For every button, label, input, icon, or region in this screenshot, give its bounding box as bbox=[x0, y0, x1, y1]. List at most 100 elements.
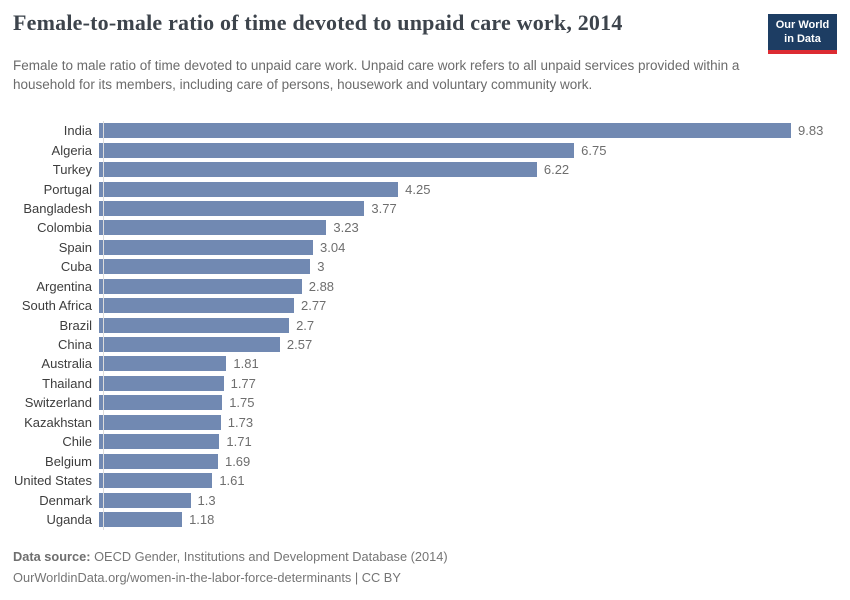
bar[interactable] bbox=[99, 200, 365, 216]
bar-area: 2.88 bbox=[98, 278, 837, 294]
bar-area: 2.77 bbox=[98, 298, 837, 314]
value-label: 1.71 bbox=[226, 434, 252, 450]
owid-logo-line2: in Data bbox=[784, 32, 821, 45]
bar[interactable] bbox=[99, 453, 218, 469]
country-label: Colombia bbox=[37, 220, 92, 236]
value-label: 3.23 bbox=[333, 220, 359, 236]
bar[interactable] bbox=[99, 375, 224, 391]
chart-row: Denmark 1.3 bbox=[13, 490, 837, 509]
bar[interactable] bbox=[99, 278, 302, 294]
bar-area: 4.25 bbox=[98, 181, 837, 197]
country-label: Australia bbox=[41, 356, 92, 372]
bar[interactable] bbox=[99, 473, 213, 489]
chart-row: Thailand 1.77 bbox=[13, 374, 837, 393]
value-label: 6.75 bbox=[581, 142, 607, 158]
bar[interactable] bbox=[99, 142, 575, 158]
bar[interactable] bbox=[99, 511, 183, 527]
bar-area: 1.71 bbox=[98, 434, 837, 450]
bar[interactable] bbox=[99, 337, 280, 353]
country-label: Thailand bbox=[42, 375, 92, 391]
data-source-text: OECD Gender, Institutions and Developmen… bbox=[90, 549, 448, 564]
value-label: 1.77 bbox=[230, 375, 256, 391]
chart-row: Bangladesh 3.77 bbox=[13, 199, 837, 218]
value-label: 1.69 bbox=[224, 453, 251, 469]
bar-area: 1.77 bbox=[98, 375, 837, 391]
value-label: 3 bbox=[317, 259, 325, 275]
bar-area: 6.22 bbox=[98, 162, 837, 178]
country-label: Switzerland bbox=[24, 395, 92, 411]
bar-area: 1.73 bbox=[98, 414, 837, 430]
country-label: Denmark bbox=[39, 492, 92, 508]
chart-row: India 9.83 bbox=[13, 121, 837, 140]
chart-row: South Africa 2.77 bbox=[13, 296, 837, 315]
chart-row: Spain 3.04 bbox=[13, 238, 837, 257]
bar-area: 1.61 bbox=[98, 473, 837, 489]
chart-row: Colombia 3.23 bbox=[13, 218, 837, 237]
bar[interactable] bbox=[99, 356, 227, 372]
chart-row: Switzerland 1.75 bbox=[13, 393, 837, 412]
bar-area: 9.83 bbox=[98, 123, 837, 139]
chart-row: China 2.57 bbox=[13, 335, 837, 354]
bar[interactable] bbox=[99, 414, 221, 430]
bar[interactable] bbox=[99, 395, 223, 411]
bar[interactable] bbox=[99, 162, 537, 178]
page-title: Female-to-male ratio of time devoted to … bbox=[13, 10, 623, 35]
bar-area: 2.7 bbox=[98, 317, 837, 333]
country-label: Algeria bbox=[51, 142, 92, 158]
country-label: Spain bbox=[58, 239, 92, 255]
chart-row: United States 1.61 bbox=[13, 471, 837, 490]
bar-area: 2.57 bbox=[98, 337, 837, 353]
value-label: 1.3 bbox=[197, 492, 216, 508]
chart-row: Australia 1.81 bbox=[13, 354, 837, 373]
bar[interactable] bbox=[99, 123, 791, 139]
bar[interactable] bbox=[99, 220, 327, 236]
value-label: 3.77 bbox=[371, 200, 397, 216]
chart-footer: Data source: OECD Gender, Institutions a… bbox=[13, 547, 813, 588]
country-label: United States bbox=[13, 473, 92, 489]
value-label: 3.04 bbox=[320, 239, 346, 255]
bar-area: 6.75 bbox=[98, 142, 837, 158]
y-axis-line bbox=[103, 121, 104, 530]
bar[interactable] bbox=[99, 259, 311, 275]
chart-row: Chile 1.71 bbox=[13, 432, 837, 451]
data-source-label: Data source: bbox=[13, 549, 91, 564]
bar[interactable] bbox=[99, 492, 191, 508]
value-label: 2.7 bbox=[296, 317, 315, 333]
bar[interactable] bbox=[99, 317, 290, 333]
country-label: Turkey bbox=[52, 162, 92, 178]
data-source-line: Data source: OECD Gender, Institutions a… bbox=[13, 547, 813, 568]
value-label: 9.83 bbox=[798, 123, 824, 139]
chart-row: Cuba 3 bbox=[13, 257, 837, 276]
bar[interactable] bbox=[99, 181, 399, 197]
country-label: China bbox=[58, 337, 92, 353]
country-label: Cuba bbox=[60, 259, 92, 275]
bar[interactable] bbox=[99, 434, 220, 450]
country-label: South Africa bbox=[21, 298, 92, 314]
chart-row: Kazakhstan 1.73 bbox=[13, 413, 837, 432]
value-label: 6.22 bbox=[543, 162, 570, 178]
value-label: 2.77 bbox=[300, 298, 327, 314]
bar[interactable] bbox=[99, 239, 313, 255]
chart-row: Portugal 4.25 bbox=[13, 179, 837, 198]
country-label: Chile bbox=[62, 434, 92, 450]
bar-area: 3.77 bbox=[98, 200, 837, 216]
value-label: 4.25 bbox=[405, 181, 431, 197]
country-label: Portugal bbox=[43, 181, 92, 197]
chart-subtitle: Female to male ratio of time devoted to … bbox=[13, 58, 740, 92]
country-label: Argentina bbox=[36, 278, 92, 294]
attribution-link[interactable]: OurWorldinData.org/women-in-the-labor-fo… bbox=[13, 569, 401, 585]
bar-chart: India 9.83 Algeria 6.75 Turkey 6.22 Portugal 4.… bbox=[13, 121, 837, 530]
owid-logo[interactable]: Our World in Data bbox=[768, 14, 837, 54]
bar-area: 1.18 bbox=[98, 511, 837, 527]
country-label: Uganda bbox=[46, 511, 92, 527]
chart-row: Algeria 6.75 bbox=[13, 140, 837, 159]
country-label: India bbox=[63, 123, 92, 139]
chart-row: Brazil 2.7 bbox=[13, 315, 837, 334]
bar-area: 1.69 bbox=[98, 453, 837, 469]
country-label: Brazil bbox=[59, 317, 92, 333]
value-label: 1.18 bbox=[189, 511, 215, 527]
value-label: 2.57 bbox=[286, 337, 313, 353]
bar[interactable] bbox=[99, 298, 294, 314]
chart-row: Uganda 1.18 bbox=[13, 510, 837, 529]
